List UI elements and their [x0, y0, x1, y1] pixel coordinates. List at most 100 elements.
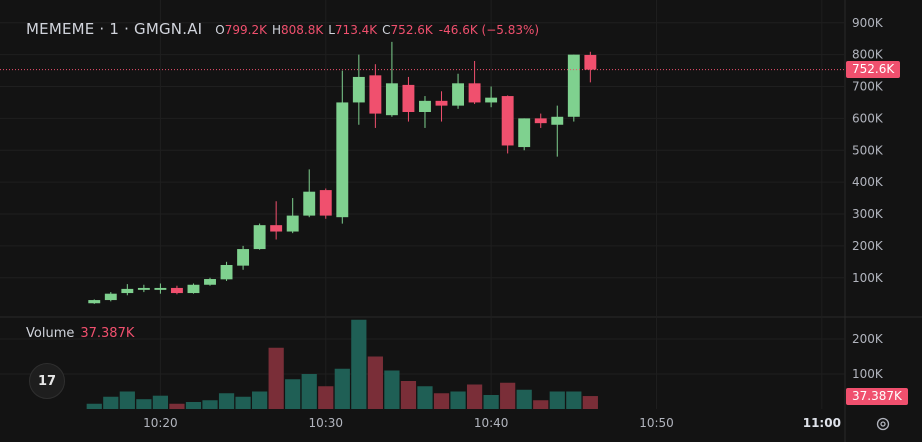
price-tick-label: 800K	[852, 48, 884, 62]
volume-bar	[202, 400, 218, 409]
candle-body	[369, 75, 382, 114]
price-tick-label: 300K	[852, 207, 884, 221]
candle-body	[336, 102, 349, 218]
volume-bar	[367, 356, 383, 409]
low-key: L	[328, 23, 335, 37]
candle-body	[154, 287, 167, 290]
volume-bars	[86, 319, 598, 409]
time-tick-label: 10:50	[639, 416, 674, 430]
candle-body	[551, 116, 564, 125]
candle-body	[204, 279, 216, 285]
candle-body	[170, 287, 183, 294]
candle-body	[137, 287, 150, 290]
candle-body	[485, 97, 498, 103]
volume-bar	[351, 319, 367, 409]
candle-body	[319, 190, 332, 216]
volume-bar	[169, 403, 185, 409]
candle-body	[253, 225, 266, 250]
candle-body	[286, 215, 299, 232]
volume-bar	[450, 391, 466, 409]
candle-body	[385, 83, 398, 116]
candle-body	[435, 100, 448, 106]
open-key: O	[215, 23, 225, 37]
candle-body	[352, 76, 365, 103]
last-volume-tag: 37.387K	[846, 387, 908, 405]
candle-body	[270, 225, 283, 232]
volume-bar	[152, 395, 169, 409]
candle-body	[419, 100, 431, 112]
change-value: -46.6K (−5.83%)	[438, 23, 540, 37]
volume-bar	[533, 400, 549, 409]
candle-body	[104, 293, 117, 301]
candle-body	[220, 265, 233, 280]
open-value: 799.2K	[224, 23, 267, 37]
price-tick-label: 600K	[852, 111, 884, 125]
candle-body	[501, 96, 514, 146]
time-tick-label: 10:20	[143, 416, 178, 430]
volume-tick-label: 200K	[852, 332, 884, 346]
volume-tick-label: 100K	[852, 367, 884, 381]
volume-bar	[268, 347, 284, 409]
candle-body	[402, 84, 415, 112]
candle-body	[468, 83, 481, 103]
candles[interactable]	[88, 41, 597, 304]
candle-body	[567, 54, 580, 117]
ohlc-legend: MEMEME · 1 · GMGN.AI O 799.2K H 808.8K L 71…	[26, 20, 539, 38]
volume-bar	[119, 391, 135, 409]
candle-body	[88, 300, 101, 304]
volume-bar	[417, 386, 433, 409]
price-tick-label: 900K	[852, 16, 884, 30]
price-tick-label: 100K	[852, 271, 884, 285]
price-tick-label: 700K	[852, 80, 884, 94]
candle-body	[303, 191, 316, 216]
volume-legend: Volume 37.387K	[26, 326, 134, 341]
volume-bar	[218, 393, 235, 409]
time-tick-label: 10:40	[474, 416, 509, 430]
candle-body	[584, 54, 597, 70]
price-tick-label: 200K	[852, 239, 884, 253]
volume-value: 37.387K	[80, 326, 135, 341]
candle-body	[518, 118, 531, 148]
candle-body	[452, 83, 465, 106]
volume-bar	[301, 374, 317, 409]
high-key: H	[271, 23, 281, 37]
volume-bar	[334, 368, 350, 409]
gear-icon[interactable]	[874, 415, 892, 433]
time-tick-label: 10:30	[308, 416, 343, 430]
candle-body	[534, 118, 547, 124]
price-tick-label: 500K	[852, 143, 884, 157]
volume-bar	[285, 379, 301, 409]
volume-bar	[103, 396, 119, 409]
volume-bar	[566, 391, 582, 409]
volume-bar	[483, 395, 499, 409]
last-price-tag: 752.6K	[846, 61, 901, 79]
price-tick-label: 400K	[852, 175, 884, 189]
volume-bar	[516, 389, 532, 409]
low-value: 713.4K	[334, 23, 378, 37]
volume-bar	[384, 370, 400, 409]
axes: 100K 200K 300K 400K 500K 600K 700K 800K 900K 100K…	[0, 16, 884, 430]
volume-bar	[185, 402, 202, 409]
close-value: 752.6K	[390, 23, 433, 37]
tradingview-logo[interactable]: 17	[29, 363, 65, 399]
close-key: C	[382, 23, 391, 37]
symbol-title[interactable]: MEMEME · 1 · GMGN.AI	[26, 20, 203, 38]
volume-bar	[549, 391, 565, 409]
high-value: 808.8K	[281, 23, 324, 37]
candle-body	[121, 288, 134, 294]
volume-label: Volume	[26, 326, 75, 341]
volume-bar	[235, 396, 251, 409]
time-tick-label: 11:00	[803, 416, 841, 430]
volume-bar	[582, 396, 598, 409]
volume-bar	[136, 399, 152, 409]
candle-body	[187, 284, 200, 294]
volume-bar	[400, 381, 417, 409]
volume-bar	[466, 384, 483, 409]
volume-bar	[433, 393, 450, 409]
volume-bar	[86, 403, 102, 409]
volume-bar	[500, 382, 516, 409]
logo-text: 17	[37, 373, 57, 389]
volume-bar	[252, 391, 268, 409]
volume-bar	[318, 386, 334, 409]
